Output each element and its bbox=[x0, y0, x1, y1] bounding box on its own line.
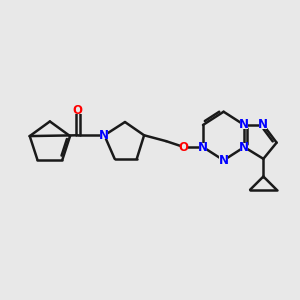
Text: O: O bbox=[73, 104, 83, 117]
FancyBboxPatch shape bbox=[240, 121, 248, 129]
FancyBboxPatch shape bbox=[220, 156, 228, 164]
FancyBboxPatch shape bbox=[180, 143, 188, 151]
Text: N: N bbox=[239, 141, 249, 154]
FancyBboxPatch shape bbox=[199, 143, 207, 151]
Text: N: N bbox=[258, 118, 268, 131]
Text: N: N bbox=[99, 129, 110, 142]
FancyBboxPatch shape bbox=[74, 106, 82, 114]
FancyBboxPatch shape bbox=[259, 121, 268, 129]
Text: N: N bbox=[219, 154, 229, 167]
FancyBboxPatch shape bbox=[240, 143, 248, 151]
Text: O: O bbox=[179, 141, 189, 154]
Text: N: N bbox=[239, 118, 249, 131]
Text: N: N bbox=[198, 141, 208, 154]
FancyBboxPatch shape bbox=[100, 131, 109, 140]
